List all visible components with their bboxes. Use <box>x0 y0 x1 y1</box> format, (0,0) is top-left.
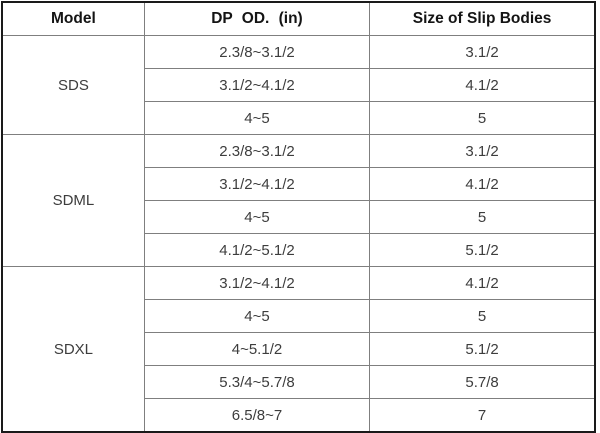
dp-od-cell: 2.3/8~3.1/2 <box>143 35 371 69</box>
dp-od-cell: 3.1/2~4.1/2 <box>143 266 371 300</box>
table-row: 4~5 5 <box>2 200 596 234</box>
slip-size-cell: 3.1/2 <box>369 35 596 69</box>
table-row: 4.1/2~5.1/2 5.1/2 <box>2 233 596 267</box>
dp-od-cell: 4~5 <box>143 200 371 234</box>
dp-od-cell: 3.1/2~4.1/2 <box>143 167 371 201</box>
dp-od-cell: 3.1/2~4.1/2 <box>143 68 371 102</box>
table-row: 5.3/4~5.7/8 5.7/8 <box>2 365 596 399</box>
table-row: SDS 2.3/8~3.1/2 3.1/2 <box>1 35 596 135</box>
slip-size-cell: 3.1/2 <box>369 134 596 168</box>
dp-od-cell: 4.1/2~5.1/2 <box>143 233 371 267</box>
slip-size-cell: 4.1/2 <box>369 68 596 102</box>
dp-od-cell: 5.3/4~5.7/8 <box>143 365 371 399</box>
model-cell-sdxl: SDXL <box>1 266 145 433</box>
slip-size-cell: 7 <box>369 398 596 433</box>
slip-size-cell: 5.7/8 <box>369 365 596 399</box>
slip-size-cell: 4.1/2 <box>369 167 596 201</box>
table-row: SDXL 3.1/2~4.1/2 4.1/2 <box>1 266 596 433</box>
model-cell-sdml: SDML <box>1 134 145 267</box>
dp-od-cell: 4~5 <box>143 101 371 135</box>
model-cell-sds: SDS <box>1 35 145 135</box>
dp-od-cell: 6.5/8~7 <box>143 398 371 433</box>
table-row: 4~5 5 <box>2 299 596 333</box>
col-header-dp-od: DP OD. (in) <box>143 1 371 36</box>
slip-size-cell: 5 <box>369 200 596 234</box>
header-row: Model DP OD. (in) Size of Slip Bodies <box>1 1 596 36</box>
slip-size-cell: 4.1/2 <box>369 266 596 300</box>
slip-size-cell: 5 <box>369 299 596 333</box>
dp-od-cell: 4~5.1/2 <box>143 332 371 366</box>
slip-size-cell: 5 <box>369 101 596 135</box>
table-row: 3.1/2~4.1/2 4.1/2 <box>2 167 596 201</box>
col-header-slip-bodies: Size of Slip Bodies <box>369 1 596 36</box>
table-row: 3.1/2~4.1/2 4.1/2 <box>2 68 596 102</box>
dp-od-cell: 2.3/8~3.1/2 <box>143 134 371 168</box>
col-header-model: Model <box>1 1 145 36</box>
dp-od-cell: 4~5 <box>143 299 371 333</box>
table-row: SDML 2.3/8~3.1/2 3.1/2 <box>1 134 596 267</box>
table-row: 4~5 5 <box>2 101 596 135</box>
slip-size-cell: 5.1/2 <box>369 332 596 366</box>
table-row: 4~5.1/2 5.1/2 <box>2 332 596 366</box>
slip-size-cell: 5.1/2 <box>369 233 596 267</box>
